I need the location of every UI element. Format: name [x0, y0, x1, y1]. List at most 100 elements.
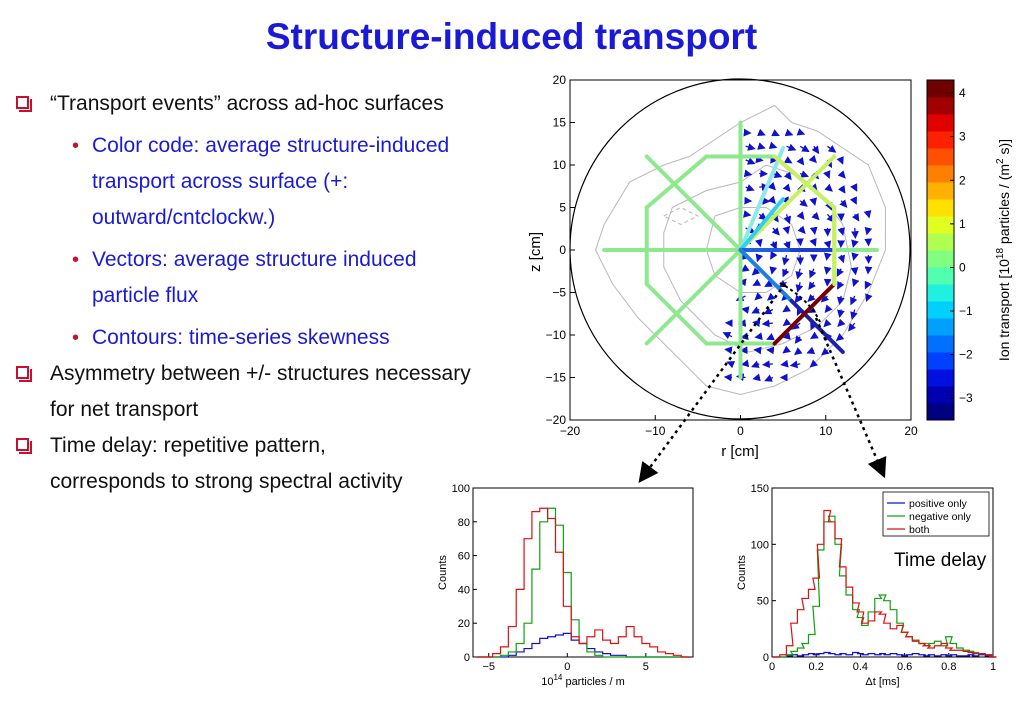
- y-tick-label: 0: [464, 652, 470, 664]
- transport-surface-segment: [644, 282, 709, 346]
- flux-vector-arrow: [758, 212, 767, 221]
- histogram-time-delay: 0 0.2 0.4 0.6 0.8 1 0 50 100 150 Counts Δt [ms] posi…: [736, 483, 997, 688]
- square-bullet-icon: [16, 366, 32, 382]
- flux-vector-arrow: [851, 212, 860, 222]
- flux-vector-arrow: [754, 332, 763, 341]
- transport-surface-segment: [772, 154, 837, 210]
- sub-bullet-item: • Contours: time-series skewness: [14, 320, 484, 356]
- y-axis-label: Counts: [437, 555, 449, 590]
- flux-vector-arrow: [767, 292, 776, 301]
- x-tick-label: 10: [819, 424, 833, 438]
- colorbar-cell: [927, 80, 954, 98]
- flux-vector-arrow: [850, 295, 858, 306]
- histogram-frame: [771, 487, 994, 658]
- flux-vector-arrow: [791, 321, 801, 330]
- x-tick-label: 0.6: [897, 661, 912, 673]
- flux-vector-arrow: [851, 239, 859, 248]
- flux-vector-arrow: [778, 279, 788, 288]
- flux-vector-arrow: [781, 196, 789, 205]
- flux-vector-arrow: [751, 267, 761, 276]
- flux-vector-arrow: [796, 128, 806, 136]
- flux-vector-arrow: [781, 292, 790, 301]
- skewness-contours: [595, 104, 886, 396]
- colorbar-tick-label: 3: [959, 130, 966, 144]
- flux-vector-arrow: [771, 213, 779, 223]
- flux-vector-arrow: [782, 318, 792, 327]
- flux-vector-arrow: [767, 181, 776, 191]
- time-delay-annotation: Time delay: [894, 550, 987, 571]
- dot-bullet-icon: •: [72, 249, 80, 271]
- flux-vector-arrow: [752, 319, 761, 328]
- vessel-boundary: [569, 78, 911, 420]
- flux-vector-arrow: [825, 200, 833, 211]
- flux-vector-arrow: [741, 264, 750, 273]
- map-y-label: z [cm]: [527, 232, 544, 272]
- colorbar-cell: [927, 301, 954, 319]
- flux-vector-arrow: [795, 268, 804, 280]
- flux-vector-arrow: [809, 183, 818, 192]
- flux-vector-arrow: [821, 347, 830, 356]
- flux-vector-arrow: [783, 171, 792, 181]
- flux-vector-arrow: [786, 143, 797, 151]
- x-tick-label: 0.8: [941, 661, 956, 673]
- series-line-unnamed-2: [476, 507, 690, 658]
- selected-surface-outline: [779, 282, 821, 323]
- flux-vector-arrow: [864, 280, 872, 290]
- flux-vector-arrow: [757, 128, 766, 137]
- skewness-contour-line: [663, 164, 852, 353]
- flux-vector-arrow: [722, 332, 733, 340]
- dot-bullet-icon: •: [72, 135, 80, 157]
- flux-vector-arrow: [808, 154, 817, 164]
- flux-vector-arrow: [837, 227, 845, 236]
- flux-vector-arrow: [783, 241, 791, 250]
- transport-surface-segment: [738, 248, 794, 303]
- colorbar-cell: [927, 352, 954, 370]
- y-tick-label: 50: [757, 596, 769, 608]
- flux-vector-arrow: [751, 306, 761, 314]
- square-bullet-icon: [16, 96, 32, 112]
- x-tick-label: 0: [737, 424, 744, 438]
- flux-vector-arrow: [782, 225, 791, 235]
- colorbar-tick-label: 1: [959, 217, 966, 231]
- flux-vector-arrow: [809, 197, 817, 206]
- flux-vector-arrow: [795, 282, 804, 293]
- flux-vector-arrow: [809, 268, 817, 279]
- skewness-contour-line: [662, 206, 699, 226]
- flux-vector-arrow: [863, 209, 872, 219]
- flux-vector-arrow: [823, 318, 832, 328]
- x-tick-label: 1: [990, 661, 996, 673]
- colorbar-tick-label: 0: [959, 260, 966, 274]
- flux-vector-arrow: [772, 170, 783, 178]
- x-tick-label: 5: [643, 661, 649, 673]
- series-line-positive-only: [773, 651, 997, 658]
- colorbar-label: Ion transport [1018 particles / (m2 s)]: [995, 139, 1012, 361]
- flux-vector-arrow: [851, 278, 860, 287]
- flux-vectors: [722, 128, 873, 382]
- y-tick-label: 0: [763, 652, 769, 664]
- flux-vector-arrow: [820, 294, 830, 303]
- flux-vector-arrow: [740, 359, 750, 368]
- flux-vector-arrow: [809, 226, 818, 236]
- y-axis-label: Counts: [736, 555, 748, 590]
- flux-vector-arrow: [769, 241, 778, 250]
- flux-vector-arrow: [783, 214, 792, 225]
- y-tick-label: 20: [553, 73, 567, 87]
- transport-surfaces: [602, 120, 879, 380]
- flux-vector-arrow: [771, 129, 780, 137]
- flux-vector-arrow: [723, 373, 733, 382]
- legend-entry: both: [909, 524, 930, 536]
- flux-vector-arrow: [769, 266, 778, 275]
- y-tick-label: 0: [559, 243, 566, 257]
- flux-vector-arrow: [807, 305, 817, 313]
- colorbar: 4 3 2 1 0 −1 −2 −3: [926, 79, 973, 421]
- flux-vector-arrow: [764, 279, 774, 287]
- colorbar-cell: [927, 97, 954, 115]
- y-tick-label: 40: [458, 584, 470, 596]
- legend-entry: positive only: [909, 498, 968, 510]
- series-line-negative-only: [773, 515, 997, 658]
- flux-vector-arrow: [836, 268, 844, 277]
- square-bullet-icon: [16, 438, 32, 454]
- y-tick-label: 5: [559, 201, 566, 215]
- flux-vector-arrow: [742, 237, 752, 245]
